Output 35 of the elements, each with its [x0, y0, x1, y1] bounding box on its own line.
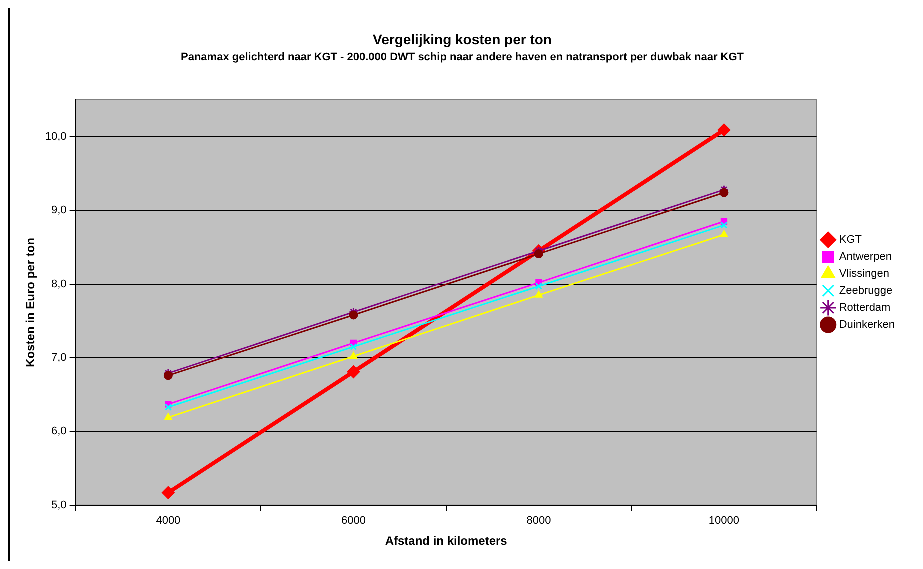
point [535, 282, 543, 290]
point [164, 371, 173, 380]
x-axis-title: Afstand in kilometers [385, 534, 508, 548]
y-tick-label: 8,0 [52, 278, 67, 290]
chart-title: Vergelijking kosten per ton [373, 31, 552, 48]
x-tick-label: 4000 [156, 515, 181, 528]
point [347, 365, 360, 378]
point [720, 188, 729, 198]
x-tick-label: 8000 [526, 515, 552, 528]
legend-label: Zeebrugge [839, 285, 893, 298]
y-tick-label: 9,0 [52, 204, 67, 217]
x-tick-label: 10000 [708, 515, 740, 528]
y-tick-label: 6,0 [52, 426, 67, 438]
legend-label: Vlissingen [839, 268, 890, 280]
y-axis-title: Kosten in Euro per ton [24, 238, 38, 368]
legend-label: KGT [839, 234, 862, 246]
point [164, 413, 172, 420]
point [349, 310, 358, 320]
point [350, 352, 358, 360]
point [535, 290, 543, 298]
x-tick-label: 6000 [341, 515, 366, 528]
point [162, 486, 175, 500]
point [720, 230, 728, 238]
point [350, 343, 358, 351]
legend-label: Duinkerken [839, 319, 895, 332]
point [164, 404, 172, 411]
y-tick-label: 10,0 [45, 130, 67, 143]
point [718, 124, 731, 137]
y-tick-label: 7,0 [52, 352, 67, 364]
point [534, 250, 544, 259]
legend-label: Rotterdam [839, 302, 891, 314]
point [720, 222, 728, 229]
y-tick-label: 5,0 [52, 499, 67, 512]
legend-label: Antwerpen [839, 251, 892, 264]
chart-subtitle: Panamax gelichterd naar KGT - 200.000 DWT schip naar andere haven en natransport per duwbak naar KGT [180, 51, 744, 64]
